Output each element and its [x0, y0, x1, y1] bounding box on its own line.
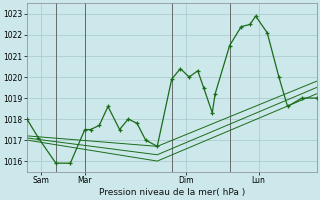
X-axis label: Pression niveau de la mer( hPa ): Pression niveau de la mer( hPa ): [99, 188, 245, 197]
